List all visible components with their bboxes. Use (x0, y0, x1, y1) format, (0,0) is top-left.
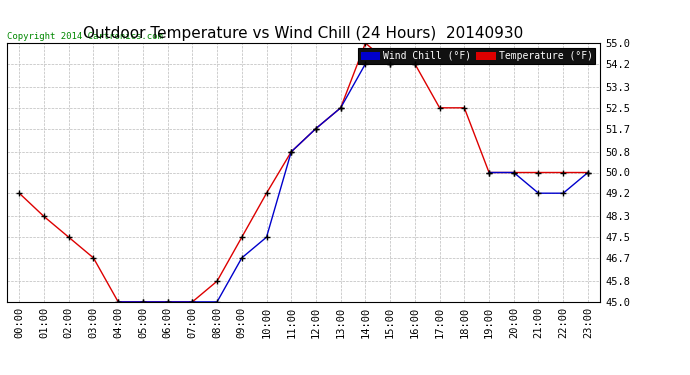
Legend: Wind Chill (°F), Temperature (°F): Wind Chill (°F), Temperature (°F) (358, 48, 595, 64)
Text: Copyright 2014 Cartronics.com: Copyright 2014 Cartronics.com (7, 32, 163, 40)
Title: Outdoor Temperature vs Wind Chill (24 Hours)  20140930: Outdoor Temperature vs Wind Chill (24 Ho… (83, 26, 524, 40)
